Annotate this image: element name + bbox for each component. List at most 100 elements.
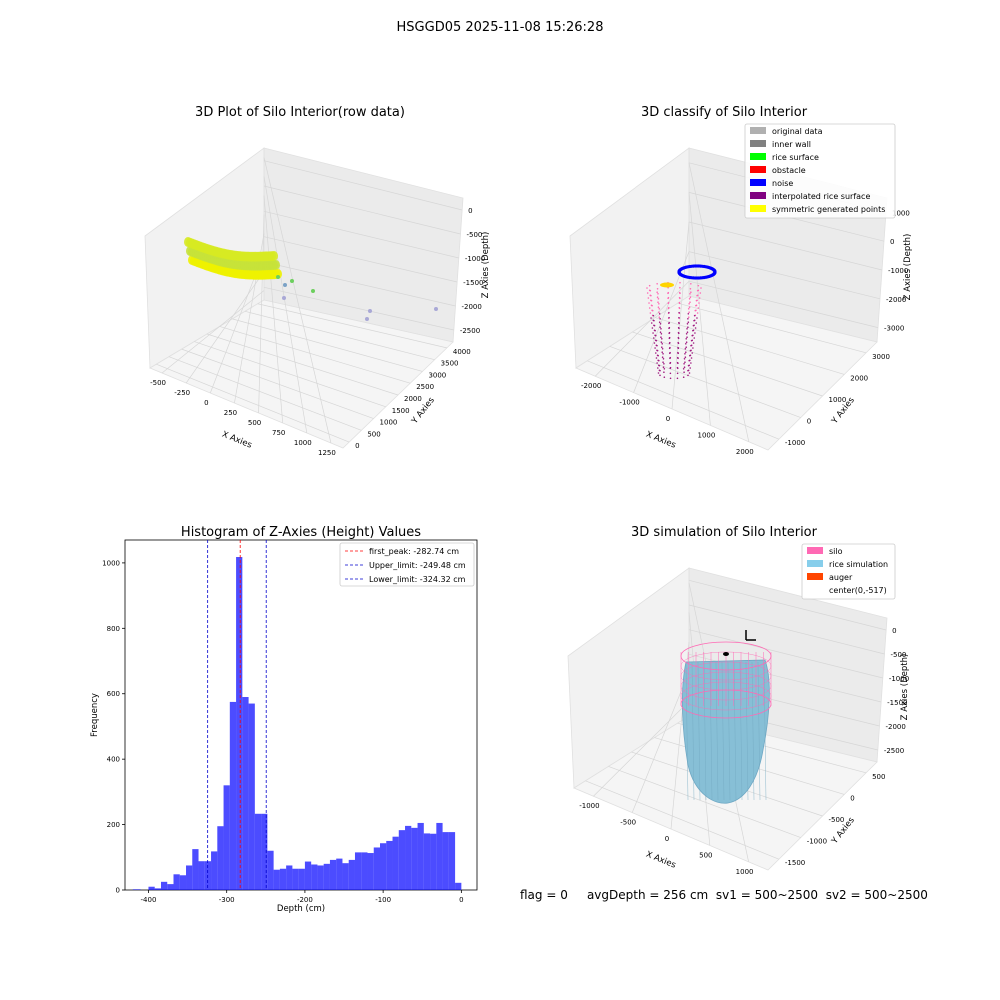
interpolated-point <box>691 334 694 337</box>
classify-legend-swatch <box>750 192 766 199</box>
interpolated-point <box>656 349 659 352</box>
x-tick-label: 0 <box>666 415 670 423</box>
histogram-bar <box>192 849 199 890</box>
histogram-bar <box>329 859 337 890</box>
noise-point <box>713 269 717 273</box>
raw-outlier-point <box>290 279 294 283</box>
interpolated-point <box>692 329 694 332</box>
interpolated-point <box>677 351 679 354</box>
interpolated-point <box>648 284 651 287</box>
rice-mesh-line <box>721 661 725 801</box>
y-tick-label: -1000 <box>785 439 805 447</box>
classify-legend-label: noise <box>772 179 793 188</box>
rice-mesh-line <box>691 661 695 801</box>
interpolated-point <box>690 344 692 347</box>
z-tick-label: -500 <box>891 651 907 659</box>
classify-legend: original data inner wall rice surface obsta… <box>744 123 896 219</box>
histogram-bar <box>198 861 205 890</box>
interpolated-point <box>649 312 652 314</box>
histogram-y-axis-label: Frequency <box>90 693 100 737</box>
grid-line <box>654 317 845 375</box>
interpolated-point <box>685 341 688 344</box>
histogram-y-tick-label: 0 <box>116 887 120 895</box>
raw-outlier-point <box>283 283 287 287</box>
raw-3d-title: 3D Plot of Silo Interior(row data) <box>195 105 405 120</box>
histogram-bar <box>242 697 249 890</box>
interpolated-point <box>654 334 657 337</box>
histogram-bar <box>336 858 343 890</box>
grid-line <box>594 280 690 377</box>
histogram-reference-lines <box>207 540 267 890</box>
interpolated-point <box>651 309 654 312</box>
rice-mesh-line <box>727 661 731 801</box>
histogram-bar <box>211 851 218 890</box>
interpolated-point <box>655 357 658 359</box>
histogram-bar <box>398 830 406 890</box>
x-tick-label: -1000 <box>579 802 599 810</box>
histogram-bar <box>229 701 237 890</box>
classify-floor-pane <box>575 295 878 451</box>
interpolated-point <box>687 317 689 320</box>
interpolated-point <box>669 366 672 369</box>
interpolated-point <box>677 326 680 329</box>
histogram-y-tick-label: 600 <box>107 690 120 698</box>
interpolated-point <box>692 347 694 349</box>
rice-mesh-line <box>757 661 761 801</box>
grid-line <box>608 766 801 838</box>
interpolated-point <box>654 329 656 332</box>
z-tick-label: -1500 <box>887 699 907 707</box>
interpolated-point <box>687 364 690 367</box>
interpolated-point <box>687 316 690 319</box>
z-tick-label: -1000 <box>888 267 908 275</box>
raw-x-axis-label: X Axies <box>220 430 253 451</box>
histogram-x-tick-label: 0 <box>459 896 463 904</box>
y-tick-label: 2000 <box>404 395 422 403</box>
histogram-bar <box>455 882 462 890</box>
histogram-bar <box>236 557 243 890</box>
simulation-legend-swatch <box>807 547 823 554</box>
interpolated-point <box>686 327 688 330</box>
interpolated-point <box>653 324 656 327</box>
interpolated-point <box>688 306 691 309</box>
x-tick-label: 0 <box>204 399 208 407</box>
z-tick-label: 0 <box>892 627 896 635</box>
raw-point-cloud <box>184 237 438 321</box>
interpolated-point <box>661 342 664 345</box>
grid-line <box>244 310 435 361</box>
raw-outlier-point <box>311 289 315 293</box>
interpolated-point <box>693 319 695 322</box>
classify-legend-swatch <box>750 140 766 147</box>
histogram-y-tick-label: 1000 <box>102 559 120 567</box>
histogram-legend-box <box>339 542 475 587</box>
histogram-bar <box>417 822 424 890</box>
status-sv1: sv1 = 500~2500 <box>715 888 819 902</box>
interpolated-point <box>651 304 653 307</box>
interpolated-point <box>685 346 688 349</box>
histogram-bar <box>292 868 299 890</box>
interpolated-point <box>657 354 659 357</box>
z-tick-label: -2500 <box>460 327 480 335</box>
interpolated-point <box>667 291 670 294</box>
interpolated-point <box>688 302 690 305</box>
grid-line <box>181 348 374 419</box>
interpolated-point <box>688 372 691 374</box>
x-tick-label: -500 <box>620 819 636 827</box>
interpolated-point <box>684 352 686 355</box>
interpolated-point <box>661 347 664 350</box>
y-tick-label: -1000 <box>807 838 827 846</box>
classify-point-cloud <box>646 264 717 380</box>
raw-outlier-point <box>368 309 372 313</box>
interpolated-point <box>683 366 686 369</box>
classify-legend-label: rice surface <box>772 153 819 162</box>
interpolated-point <box>676 377 679 380</box>
interpolated-point <box>683 362 685 365</box>
classify-legend-swatch <box>750 166 766 173</box>
interpolated-point <box>660 336 662 339</box>
interpolated-point <box>685 337 688 340</box>
histogram-bar <box>186 865 193 890</box>
interpolated-point <box>689 349 692 352</box>
histogram-bar <box>386 840 393 890</box>
interpolated-point <box>652 332 654 334</box>
y-tick-label: 500 <box>872 773 885 781</box>
